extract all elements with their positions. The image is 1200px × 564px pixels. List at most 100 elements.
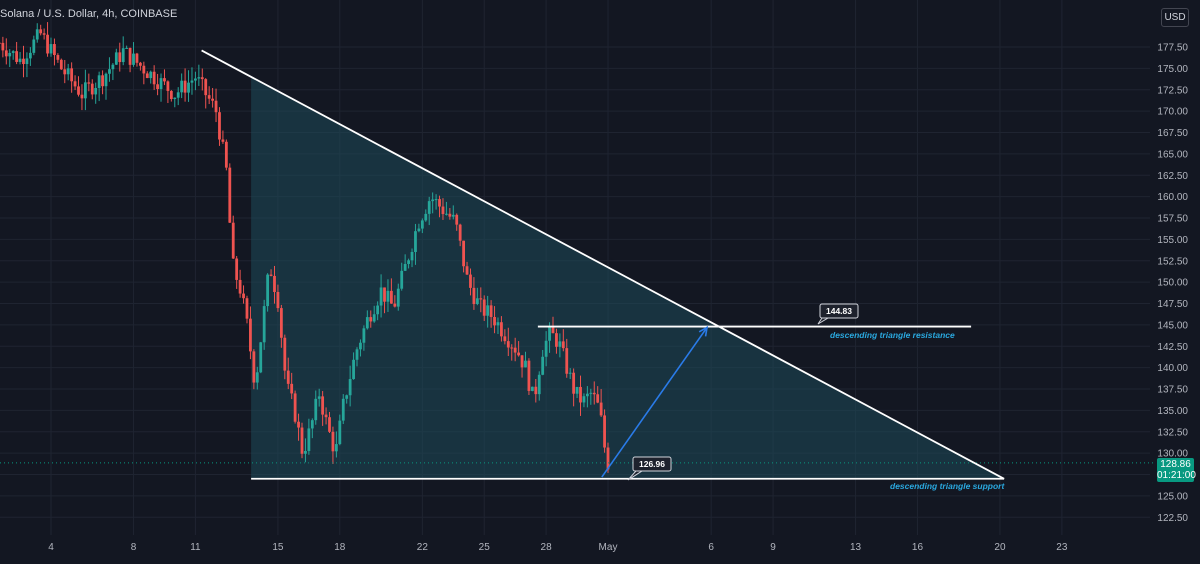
candle-body (537, 374, 541, 395)
candle-body (341, 398, 345, 421)
candle-body (386, 290, 390, 302)
candle-body (176, 92, 180, 98)
candle-body (427, 201, 431, 214)
candle-body (300, 427, 304, 454)
callout-support[interactable]: 126.96 (627, 456, 672, 481)
candle-body (379, 287, 383, 306)
candle-body (255, 372, 259, 383)
candle-body (200, 77, 204, 80)
candle-body (28, 52, 32, 59)
candle-body (0, 42, 1, 44)
x-tick-label: 16 (912, 542, 924, 553)
candle-body (420, 220, 424, 229)
projection-arrow[interactable] (601, 326, 708, 478)
candle-body (493, 316, 496, 326)
candle-body (249, 318, 252, 352)
candle-body (365, 317, 369, 329)
candle-body (80, 94, 84, 99)
candle-body (94, 87, 98, 95)
candle-body (207, 95, 211, 99)
candle-body (56, 55, 60, 60)
candle-body (352, 359, 355, 380)
candle-body (97, 75, 101, 88)
candle-body (317, 396, 321, 399)
candle-body (238, 279, 242, 294)
candle-body (159, 78, 163, 90)
candle-body (290, 383, 294, 394)
candle-body (173, 97, 177, 100)
candle-body (424, 213, 428, 221)
candle-body (376, 305, 380, 315)
y-tick-label: 142.50 (1157, 342, 1188, 353)
candle-body (568, 372, 572, 374)
candle-body (328, 417, 331, 432)
candle-body (582, 396, 586, 403)
candle-body (506, 341, 510, 348)
candle-body (458, 224, 462, 241)
candle-body (163, 78, 166, 82)
candle-body (434, 199, 438, 201)
candle-body (603, 415, 606, 448)
candle-body (87, 82, 91, 84)
y-tick-label: 170.00 (1157, 107, 1188, 118)
candle-body (396, 288, 400, 307)
last-price-value: 128.86 (1160, 459, 1191, 470)
candle-body (575, 386, 579, 394)
x-tick-label: 25 (479, 542, 491, 553)
candle-body (128, 47, 132, 65)
candle-body (438, 199, 441, 207)
currency-button[interactable]: USD (1161, 8, 1189, 27)
candle-body (42, 33, 46, 35)
candle-body (321, 396, 325, 415)
candle-body (39, 29, 43, 34)
candle-body (445, 213, 448, 215)
candle-body (530, 386, 534, 391)
x-axis[interactable]: 4 8 11 15 18 22 25 28 May 6 9 13 16 20 23 (48, 542, 1068, 553)
candle-body (520, 355, 524, 368)
candle-body (135, 53, 139, 63)
candle-body (187, 82, 190, 93)
candle-body (252, 351, 256, 383)
symbol-title[interactable]: Solana / U.S. Dollar, 4h, COINBASE (0, 8, 178, 20)
candle-body (475, 298, 479, 305)
y-tick-label: 147.50 (1157, 299, 1188, 310)
candle-body (149, 71, 153, 79)
candle-body (465, 266, 469, 275)
candle-body (211, 98, 215, 101)
x-tick-label: 8 (131, 542, 137, 553)
callout-pointer (817, 317, 830, 325)
resistance-trendline[interactable] (201, 49, 1005, 480)
y-tick-label: 160.00 (1157, 192, 1188, 203)
candle-body (369, 317, 373, 322)
x-tick-label: 22 (417, 542, 429, 553)
x-tick-label: 11 (190, 542, 201, 553)
y-tick-label: 135.00 (1157, 406, 1188, 417)
candle-body (558, 341, 562, 347)
candle-body (441, 206, 445, 215)
candle-body (214, 100, 218, 113)
candle-body (269, 274, 273, 276)
candle-body (455, 214, 459, 225)
candle-body (118, 52, 122, 63)
candle-body (482, 299, 486, 316)
candle-body (83, 82, 87, 99)
candle-body (338, 420, 342, 445)
candle-body (417, 228, 421, 232)
candle-body (431, 199, 435, 202)
callout-resistance[interactable]: 144.83 (817, 303, 859, 325)
candle-body (169, 90, 173, 100)
candle-body (183, 80, 187, 93)
y-tick-label: 175.00 (1157, 64, 1188, 75)
candle-body (152, 71, 156, 85)
candle-body (273, 275, 276, 292)
candle-body (565, 348, 569, 374)
x-tick-label: 6 (708, 542, 714, 553)
y-axis[interactable]: 177.50 175.00 172.50 170.00 167.50 165.00 162.… (1157, 43, 1188, 524)
candle-body (555, 333, 558, 347)
y-tick-label: 157.50 (1157, 214, 1188, 225)
callout-pointer (627, 470, 644, 481)
x-tick-label: 23 (1056, 542, 1068, 553)
candle-body (400, 270, 404, 289)
candle-body (293, 393, 297, 422)
